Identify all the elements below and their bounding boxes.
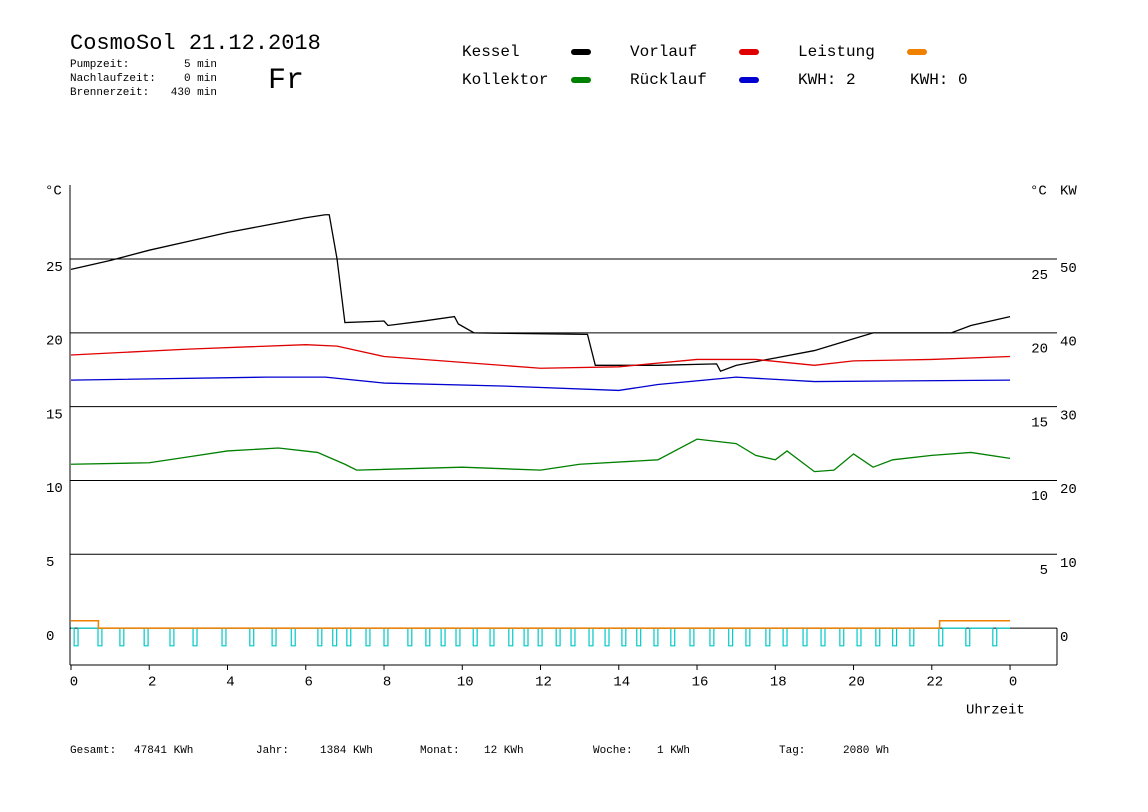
legend-label: Rücklauf	[630, 71, 707, 89]
legend-label: Vorlauf	[630, 43, 697, 61]
x-tick-label: 10	[457, 675, 474, 691]
legend-label: Leistung	[798, 43, 875, 61]
x-tick-label: 16	[692, 675, 709, 691]
x-tick-label: 18	[770, 675, 787, 691]
y2c-tick-label: 15	[1031, 415, 1048, 431]
info-value: 0 min	[184, 73, 217, 85]
kwh: KWH: 0	[910, 71, 968, 89]
y2-unit: KW	[1060, 184, 1077, 200]
y2c-tick-label: 5	[1040, 563, 1048, 579]
y2-tick-label: 20	[1060, 482, 1077, 498]
legend-label: Kollektor	[462, 71, 548, 89]
y2-unit-c: °C	[1030, 184, 1047, 200]
series-line	[70, 376, 1011, 392]
y2-tick-label: 40	[1060, 335, 1077, 351]
y2-tick-label: 30	[1060, 408, 1077, 424]
y2c-tick-label: 10	[1031, 489, 1048, 505]
pump-line	[71, 627, 1010, 647]
footer-label: Woche:	[593, 745, 633, 757]
x-label: Uhrzeit	[966, 703, 1025, 719]
info-value: 430 min	[171, 87, 217, 99]
y2c-tick-label: 25	[1031, 268, 1048, 284]
title: CosmoSol 21.12.2018	[70, 31, 321, 56]
kwh: KWH: 2	[798, 71, 856, 89]
x-tick-label: 12	[535, 675, 552, 691]
x-tick-label: 22	[926, 675, 943, 691]
day: Fr	[268, 64, 304, 98]
x-tick-label: 2	[148, 675, 156, 691]
y-tick-label: 0	[46, 629, 54, 645]
footer-label: Jahr:	[256, 745, 289, 757]
series-line	[70, 438, 1011, 473]
x-tick-label: 6	[305, 675, 313, 691]
footer-value: 1 KWh	[657, 745, 690, 757]
legend-label: Kessel	[462, 43, 520, 61]
info-label: Brennerzeit:	[70, 87, 149, 99]
series-line	[71, 619, 1011, 629]
footer-value: 12 KWh	[484, 745, 524, 757]
series-line	[70, 214, 1011, 373]
footer-label: Tag:	[779, 745, 805, 757]
y2-tick-label: 10	[1060, 556, 1077, 572]
y-tick-label: 25	[46, 260, 63, 276]
footer-label: Monat:	[420, 745, 460, 757]
y2-tick-label: 50	[1060, 261, 1077, 277]
x-tick-label: 20	[848, 675, 865, 691]
x-tick-label: 4	[226, 675, 234, 691]
y-tick-label: 15	[46, 407, 63, 423]
y-unit: °C	[45, 184, 62, 200]
info-value: 5 min	[184, 59, 217, 71]
x-tick-label: 0	[70, 675, 78, 691]
y2c-tick-label: 20	[1031, 342, 1048, 358]
info-label: Pumpzeit:	[70, 59, 129, 71]
y-tick-label: 20	[46, 334, 63, 350]
y2-tick-label: 0	[1060, 630, 1068, 646]
footer-label: Gesamt:	[70, 745, 116, 757]
y-tick-label: 5	[46, 555, 54, 571]
series-line	[70, 344, 1011, 369]
info-label: Nachlaufzeit:	[70, 73, 156, 85]
footer-value: 1384 KWh	[320, 745, 373, 757]
x-tick-label: 14	[613, 675, 630, 691]
y-tick-label: 10	[46, 481, 63, 497]
x-tick-label: 8	[383, 675, 391, 691]
footer-value: 2080 Wh	[843, 745, 889, 757]
footer-value: 47841 KWh	[134, 745, 193, 757]
x-tick-label: 0	[1009, 675, 1017, 691]
